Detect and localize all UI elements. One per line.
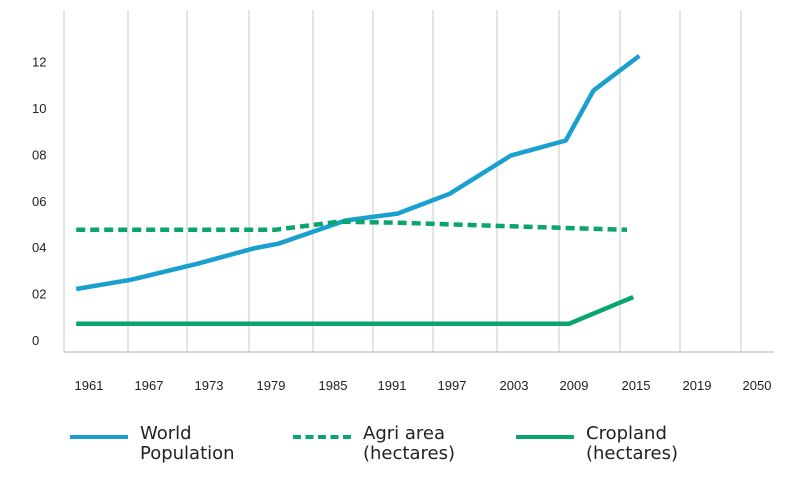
vertical-gridlines — [63, 10, 742, 352]
series-line-2 — [76, 295, 635, 327]
x-tick-label: 1997 — [438, 378, 467, 393]
y-tick-label: 0 — [32, 333, 39, 348]
series-line-1 — [76, 219, 628, 233]
x-tick-label: 2003 — [500, 378, 529, 393]
series-line-0 — [75, 54, 641, 292]
legend-label-world-population: World Population — [140, 423, 235, 464]
x-tick-label: 1985 — [319, 378, 348, 393]
y-tick-label: 10 — [32, 101, 46, 116]
x-tick-label: 2015 — [622, 378, 651, 393]
y-tick-label: 06 — [32, 194, 46, 209]
legend-label-cropland: Cropland (hectares) — [586, 423, 678, 464]
y-tick-label: 08 — [32, 147, 46, 162]
y-tick-label: 12 — [32, 55, 46, 70]
legend-swatch-cropland — [516, 435, 574, 439]
legend-swatch-agri-area — [293, 435, 351, 439]
legend-swatch-world-population — [70, 435, 128, 439]
x-tick-label: 1979 — [257, 378, 286, 393]
legend-label-agri-area: Agri area (hectares) — [363, 423, 455, 464]
x-tick-label: 1973 — [195, 378, 224, 393]
y-tick-label: 02 — [32, 287, 46, 302]
x-tick-label: 2050 — [743, 378, 772, 393]
x-tick-label: 2009 — [560, 378, 589, 393]
y-tick-label: 04 — [32, 240, 46, 255]
x-tick-label: 1967 — [135, 378, 164, 393]
y-tick-labels: 0 02 04 06 08 10 12 — [32, 55, 46, 348]
x-tick-labels: 1961 1967 1973 1979 1985 1991 1997 2003 2009 2015… — [75, 378, 772, 393]
legend-item-cropland: Cropland (hectares) — [516, 424, 678, 464]
series-lines — [75, 54, 641, 327]
x-tick-label: 1991 — [378, 378, 407, 393]
x-tick-label: 1961 — [75, 378, 104, 393]
legend-item-world-population: World Population — [70, 424, 270, 464]
x-tick-label: 2019 — [683, 378, 712, 393]
legend-item-agri-area: Agri area (hectares) — [293, 424, 455, 464]
